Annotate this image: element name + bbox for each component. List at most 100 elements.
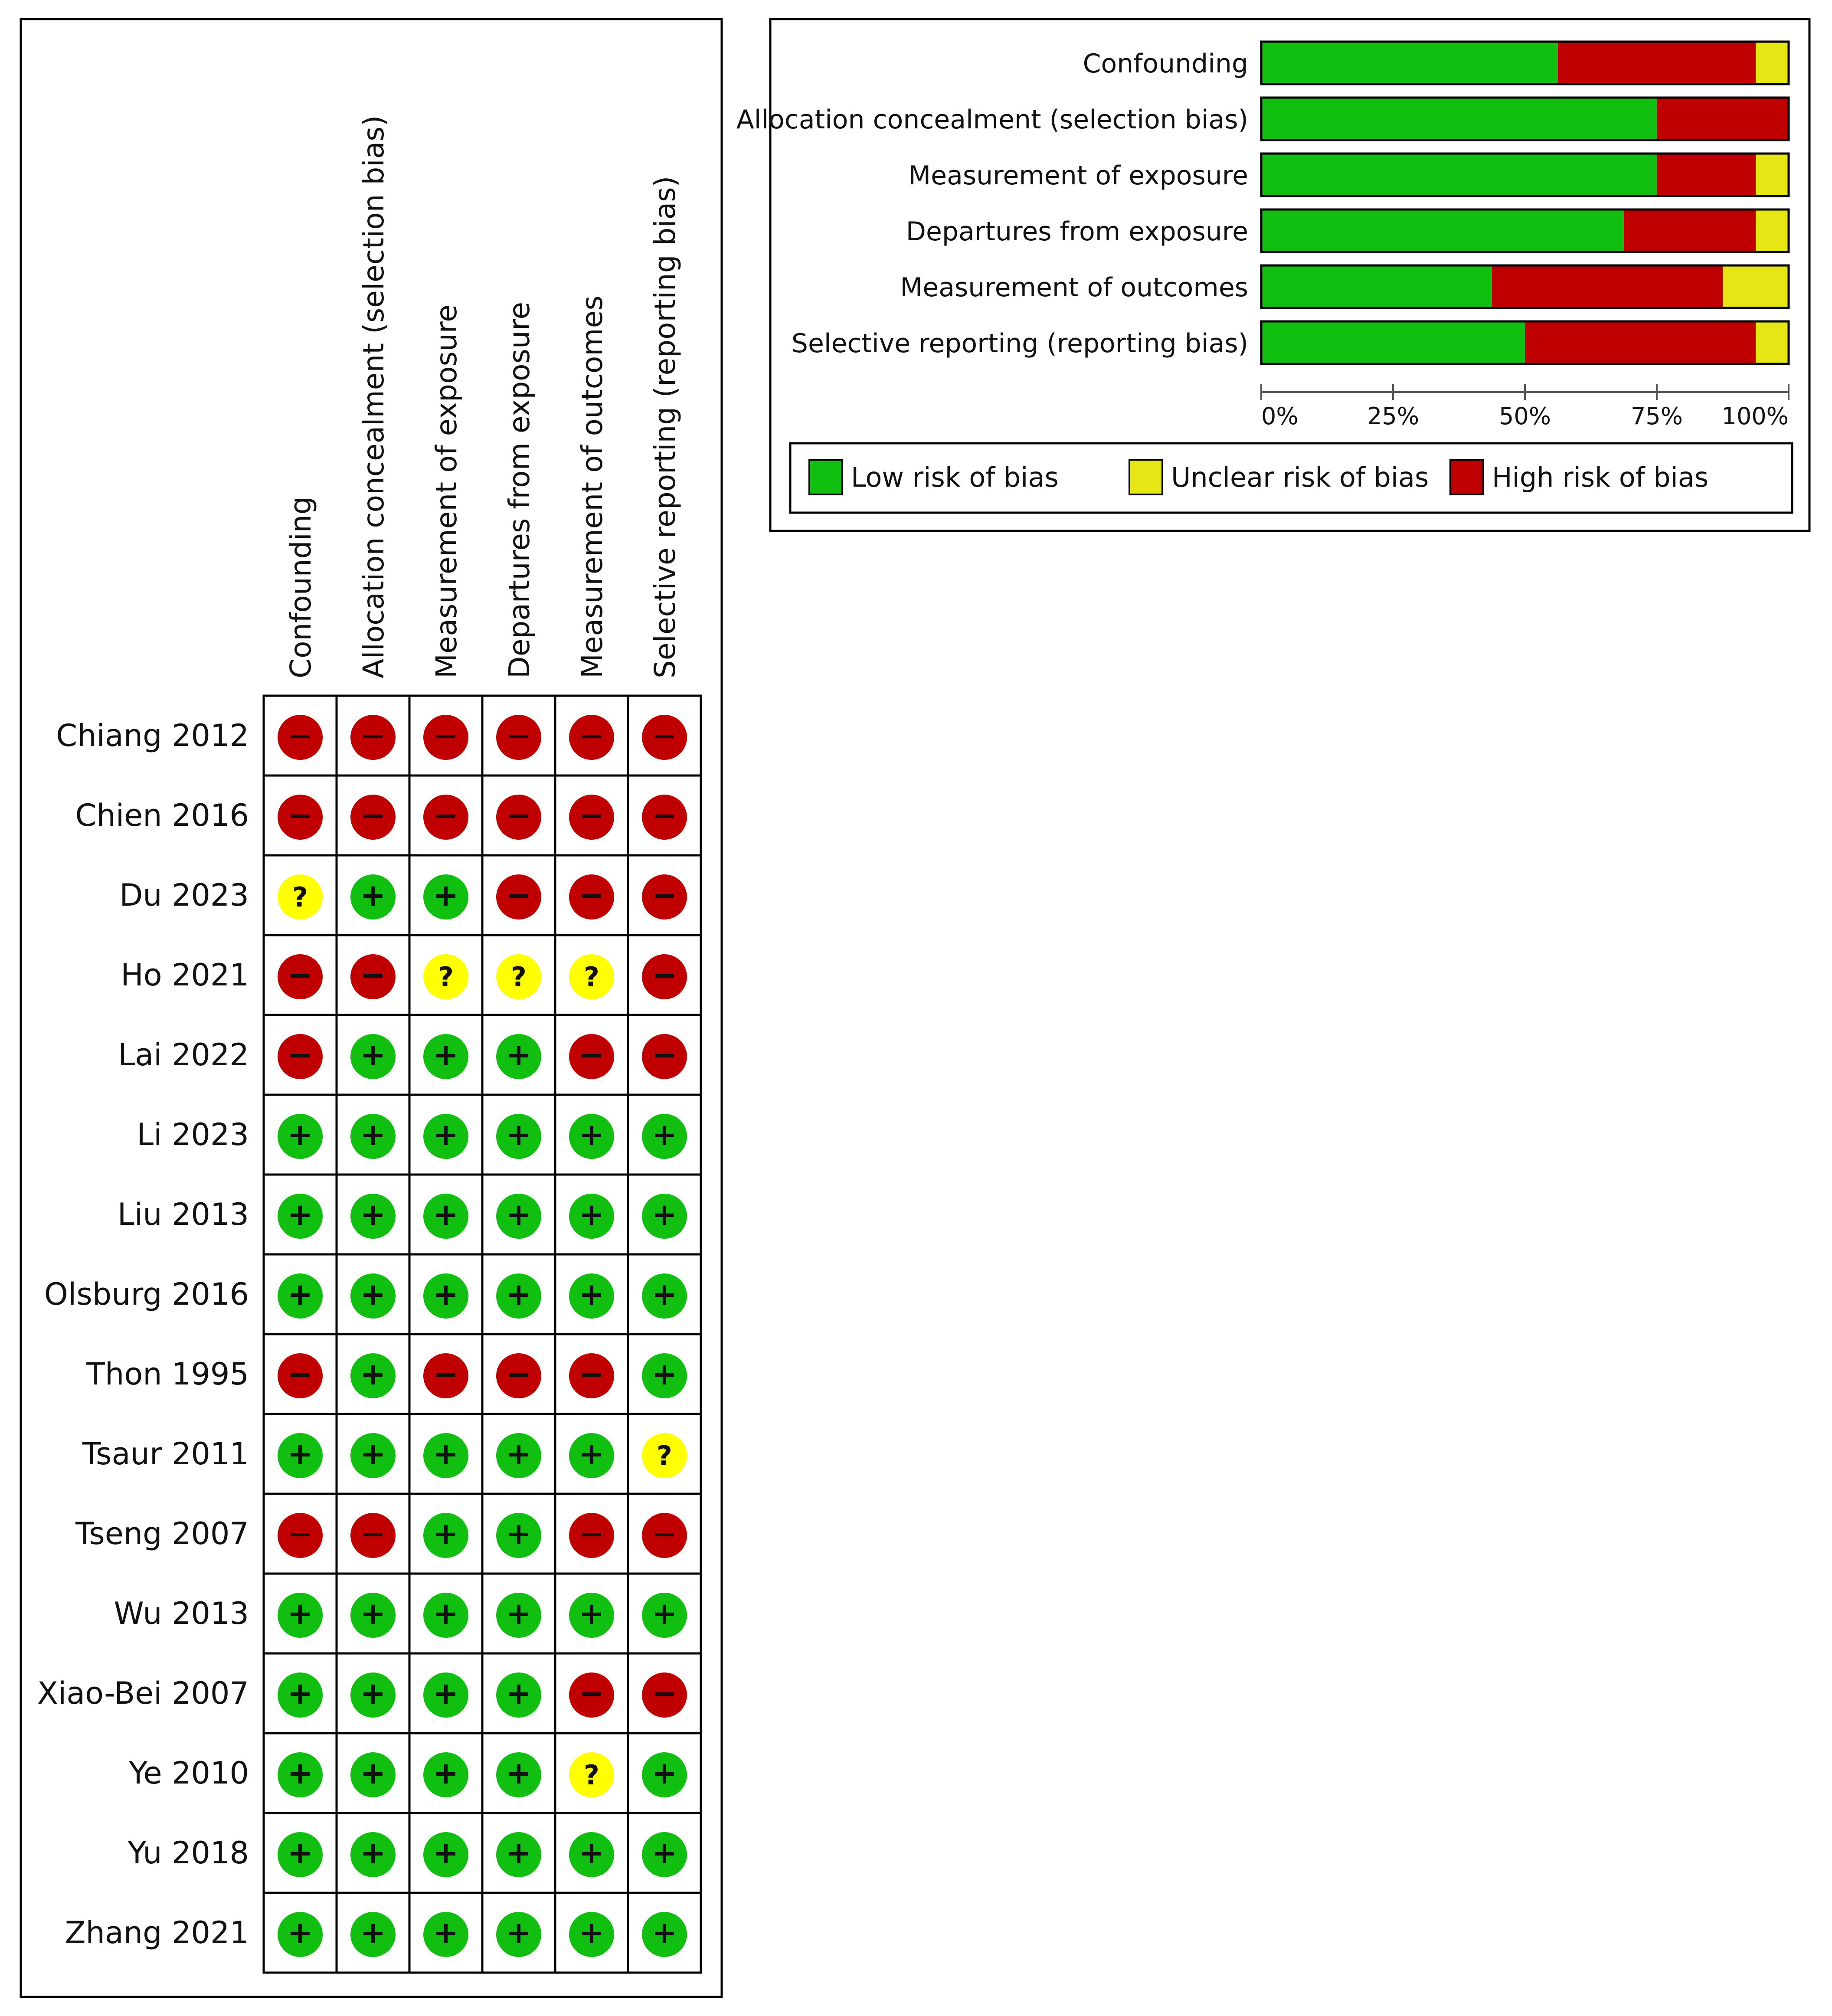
- judgement-dot: [642, 874, 687, 920]
- judgement-dot: [423, 795, 468, 840]
- judgement-symbol: +: [579, 1117, 605, 1152]
- bar-label-selective-reporting-reporting-bias: Selective reporting (reporting bias): [792, 328, 1248, 359]
- judgement-low-tsaur-2011-3: +: [423, 1433, 468, 1478]
- judgement-low-zhang-2021-6: +: [642, 1912, 687, 1957]
- study-label-xiao-bei-2007: Xiao-Bei 2007: [37, 1676, 249, 1711]
- judgement-dot: [496, 1034, 541, 1079]
- judgement-symbol: +: [433, 1915, 459, 1951]
- judgement-high-ho-2021-6: −: [642, 954, 687, 999]
- judgement-symbol: −: [433, 798, 459, 833]
- bar-segment-low-confounding: [1261, 42, 1558, 84]
- judgement-dot: [350, 1353, 396, 1398]
- judgement-symbol: +: [433, 1835, 459, 1871]
- judgement-dot: [569, 795, 614, 840]
- judgement-symbol: −: [360, 718, 386, 753]
- judgement-unclear-ho-2021-4: ?: [496, 954, 541, 999]
- judgement-dot: [496, 715, 541, 760]
- judgement-dot: [642, 1034, 687, 1079]
- judgement-symbol: +: [652, 1596, 677, 1631]
- judgement-dot: [569, 1194, 614, 1239]
- judgement-low-wu-2013-6: +: [642, 1593, 687, 1638]
- judgement-dot: [642, 795, 687, 840]
- judgement-symbol: −: [360, 798, 386, 833]
- judgement-low-liu-2013-4: +: [496, 1194, 541, 1239]
- judgement-dot: [350, 1194, 396, 1239]
- judgement-low-zhang-2021-1: +: [278, 1912, 323, 1957]
- judgement-low-olsburg-2016-4: +: [496, 1273, 541, 1319]
- judgement-low-thon-1995-2: +: [350, 1353, 396, 1398]
- judgement-symbol: +: [506, 1755, 532, 1791]
- judgement-dot: [496, 1513, 541, 1558]
- judgement-low-li-2023-4: +: [496, 1114, 541, 1159]
- judgement-symbol: +: [433, 1197, 459, 1232]
- judgement-symbol: −: [652, 877, 677, 913]
- judgement-symbol: +: [360, 1356, 386, 1392]
- judgement-low-ye-2010-3: +: [423, 1752, 468, 1797]
- judgement-unclear-du-2023-1: ?: [278, 874, 323, 920]
- bar-segment-low-departures-from-exposure: [1261, 209, 1624, 252]
- bar-segment-unclear-measurement-of-exposure: [1756, 154, 1789, 196]
- judgement-symbol: +: [506, 1915, 532, 1951]
- judgement-dot: [350, 1593, 396, 1638]
- judgement-dot: [423, 1433, 468, 1478]
- column-header-departures-from-exposure: Departures from exposure: [503, 302, 536, 678]
- judgement-symbol: −: [506, 877, 532, 913]
- judgement-dot: [496, 1114, 541, 1159]
- judgement-dot: [278, 1752, 323, 1797]
- judgement-dot: [423, 1513, 468, 1558]
- judgement-dot: [642, 1593, 687, 1638]
- judgement-low-yu-2018-2: +: [350, 1832, 396, 1877]
- judgement-symbol: −: [652, 957, 677, 993]
- judgement-symbol: −: [506, 1356, 532, 1392]
- judgement-symbol: −: [652, 1516, 677, 1551]
- judgement-high-chien-2016-5: −: [569, 795, 614, 840]
- judgement-symbol: +: [579, 1436, 605, 1472]
- judgement-dot: [642, 1273, 687, 1319]
- bar-segment-low-measurement-of-exposure: [1261, 154, 1657, 196]
- judgement-dot: [569, 874, 614, 920]
- judgement-dot: [569, 1912, 614, 1957]
- judgement-dot: [423, 874, 468, 920]
- judgement-low-lai-2022-4: +: [496, 1034, 541, 1079]
- judgement-high-lai-2022-6: −: [642, 1034, 687, 1079]
- judgement-high-tseng-2007-6: −: [642, 1513, 687, 1558]
- judgement-low-xiao-bei-2007-3: +: [423, 1672, 468, 1718]
- judgement-low-olsburg-2016-3: +: [423, 1273, 468, 1319]
- judgement-high-ho-2021-1: −: [278, 954, 323, 999]
- judgement-symbol: +: [506, 1676, 532, 1711]
- judgement-symbol: −: [506, 718, 532, 753]
- judgement-symbol: −: [288, 718, 313, 753]
- judgement-low-wu-2013-1: +: [278, 1593, 323, 1638]
- judgement-dot: [278, 1593, 323, 1638]
- judgement-symbol: −: [579, 718, 605, 753]
- judgement-symbol: +: [506, 1436, 532, 1472]
- judgement-dot: [423, 954, 468, 999]
- judgement-symbol: +: [579, 1596, 605, 1631]
- bar-segment-high-confounding: [1558, 42, 1756, 84]
- bar-segment-unclear-selective-reporting-reporting-bias: [1756, 321, 1789, 364]
- judgement-low-li-2023-6: +: [642, 1114, 687, 1159]
- judgement-symbol: +: [288, 1117, 313, 1152]
- bar-segment-low-allocation-concealment-selection-bias: [1261, 98, 1657, 140]
- legend-box: [789, 442, 1793, 514]
- judgement-dot: [423, 1034, 468, 1079]
- judgement-high-chiang-2012-2: −: [350, 715, 396, 760]
- judgement-dot: [569, 954, 614, 999]
- judgement-symbol: +: [360, 1835, 386, 1871]
- judgement-dot: [569, 715, 614, 760]
- judgement-low-thon-1995-6: +: [642, 1353, 687, 1398]
- judgement-dot: [278, 1353, 323, 1398]
- bar-label-departures-from-exposure: Departures from exposure: [906, 216, 1248, 247]
- judgement-high-chien-2016-1: −: [278, 795, 323, 840]
- judgement-symbol: ?: [657, 1440, 672, 1472]
- judgement-symbol: −: [360, 957, 386, 993]
- judgement-low-yu-2018-6: +: [642, 1832, 687, 1877]
- judgement-low-yu-2018-4: +: [496, 1832, 541, 1877]
- judgement-dot: [423, 1912, 468, 1957]
- judgement-dot: [642, 1672, 687, 1718]
- judgement-high-ho-2021-2: −: [350, 954, 396, 999]
- judgement-low-wu-2013-2: +: [350, 1593, 396, 1638]
- column-header-selective-reporting-reporting-bias: Selective reporting (reporting bias): [648, 176, 682, 678]
- judgement-high-thon-1995-1: −: [278, 1353, 323, 1398]
- judgement-symbol: +: [433, 1755, 459, 1791]
